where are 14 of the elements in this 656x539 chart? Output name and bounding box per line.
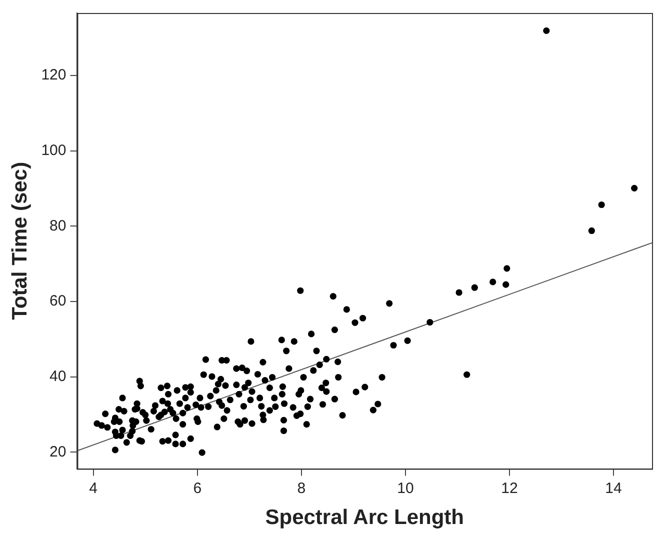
x-axis-title: Spectral Arc Length [265, 506, 464, 530]
x-tick-label: 12 [501, 480, 518, 497]
y-tick-label: 20 [50, 443, 66, 460]
x-tick-label: 10 [397, 480, 414, 497]
x-tick-label: 4 [89, 480, 98, 497]
y-tick-label: 100 [41, 142, 66, 160]
x-tick-label: 8 [297, 480, 306, 497]
y-axis-title: Total Time (sec) [8, 162, 32, 320]
y-tick-label: 40 [50, 368, 66, 386]
y-tick-label: 60 [50, 292, 66, 310]
x-tick-label: 14 [605, 480, 622, 497]
x-tick-label: 6 [193, 480, 202, 497]
y-tick-label: 80 [50, 217, 66, 234]
y-tick-label: 120 [41, 66, 66, 84]
